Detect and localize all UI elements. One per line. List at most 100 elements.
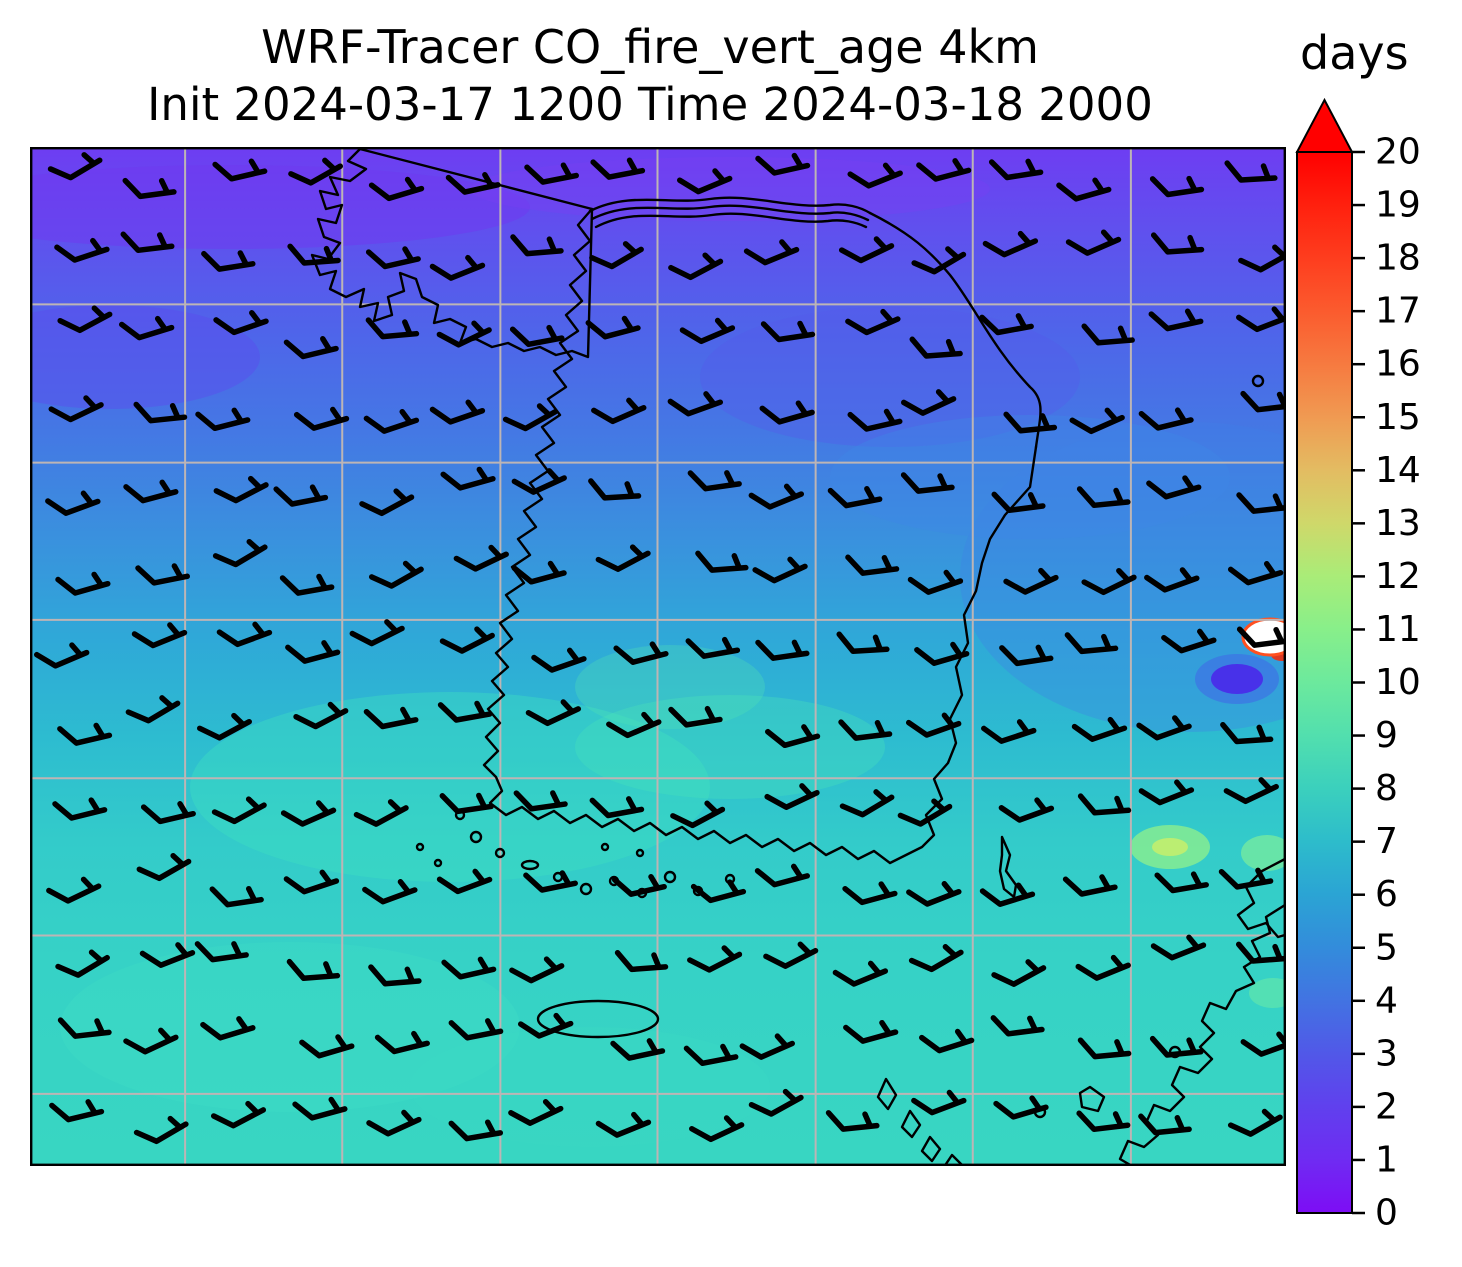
- wind-barb: [283, 336, 339, 360]
- colorbar-tick-label: 15: [1375, 397, 1421, 438]
- wind-barb: [139, 942, 196, 968]
- wind-barb: [919, 1028, 975, 1054]
- wind-barb: [140, 801, 196, 825]
- wind-barb: [906, 881, 962, 907]
- colorbar-tick-label: 17: [1375, 291, 1421, 332]
- wind-barb: [743, 239, 800, 266]
- wind-barb: [588, 478, 642, 501]
- wind-barb: [916, 158, 972, 182]
- wind-barb: [212, 538, 268, 568]
- wind-barb: [1138, 407, 1194, 431]
- colorbar-tick-label: 5: [1375, 927, 1398, 968]
- colorbar-tick-label: 4: [1375, 980, 1398, 1021]
- wind-barb: [1148, 308, 1204, 332]
- wind-barb: [1146, 475, 1202, 500]
- wind-barb: [1224, 160, 1278, 183]
- wind-barb: [897, 798, 953, 827]
- wind-barb: [847, 408, 903, 432]
- border-line: [868, 211, 1042, 449]
- wind-barb: [1065, 229, 1122, 256]
- wind-barb: [1075, 954, 1131, 981]
- wind-barb: [911, 1089, 967, 1116]
- wind-barb: [1138, 779, 1195, 806]
- wind-barb: [1236, 306, 1286, 333]
- wind-barb: [213, 310, 269, 336]
- wind-barb: [48, 395, 104, 423]
- colorbar-tick-label: 13: [1375, 503, 1421, 544]
- wind-barb: [763, 941, 819, 969]
- wind-barb: [990, 1015, 1045, 1037]
- wind-barb: [429, 254, 486, 281]
- wind-barb: [1003, 567, 1059, 595]
- wind-barb: [909, 336, 963, 359]
- colorbar-tick-label: 7: [1375, 821, 1398, 862]
- wind-barb: [502, 403, 558, 432]
- wind-barb: [1071, 716, 1128, 742]
- wind-barb: [133, 1115, 189, 1145]
- wind-barb: [194, 941, 249, 963]
- wind-barb: [436, 320, 492, 348]
- wind-barb: [509, 956, 565, 984]
- river-yalu-1: [588, 196, 872, 215]
- wind-barb: [668, 705, 723, 728]
- wind-barb: [610, 1038, 666, 1061]
- wind-barb: [900, 389, 957, 416]
- wind-barb: [1161, 628, 1217, 654]
- wind-barb: [1150, 934, 1207, 961]
- wind-barb: [368, 964, 422, 987]
- wind-barb: [998, 797, 1055, 823]
- colorbar-tick-label: 16: [1375, 344, 1421, 385]
- wind-barb: [368, 560, 424, 589]
- gridlines: [30, 147, 1286, 1166]
- wind-barb: [213, 475, 269, 504]
- wind-barb: [118, 315, 175, 341]
- wind-barb: [668, 252, 724, 281]
- wind-barb: [595, 1111, 652, 1138]
- wind-barb: [453, 544, 509, 572]
- wind-barb: [606, 711, 662, 739]
- wind-barb: [286, 958, 341, 982]
- wind-barb: [591, 397, 647, 425]
- tsushima-island: [998, 835, 1018, 899]
- wind-barb: [1218, 867, 1274, 890]
- wind-barb: [759, 400, 815, 425]
- colorbar-extend-arrow: [1295, 97, 1354, 153]
- page-title: WRF-Tracer CO_fire_vert_age 4km: [261, 20, 1039, 74]
- wind-barb: [429, 399, 486, 425]
- wind-barb: [1069, 407, 1125, 435]
- wind-barb: [1236, 626, 1286, 648]
- wind-barb: [847, 162, 903, 189]
- wind-barb: [440, 466, 496, 491]
- wind-barb: [836, 631, 890, 654]
- wind-barb: [1236, 492, 1286, 514]
- colorbar-tick-label: 3: [1375, 1033, 1398, 1074]
- wind-barb: [1003, 411, 1058, 434]
- wind-barb: [670, 800, 726, 829]
- wind-barb: [755, 639, 810, 661]
- wind-barb: [839, 789, 895, 818]
- wind-barb: [365, 317, 420, 340]
- wind-barb: [57, 305, 113, 334]
- wind-barb: [510, 234, 564, 257]
- wind-barb: [689, 1115, 745, 1143]
- colorbar-tick-label: 8: [1375, 768, 1398, 809]
- wind-barb: [752, 556, 808, 584]
- wind-barb: [508, 1099, 564, 1126]
- wind-barb: [441, 956, 497, 980]
- wind-barb: [211, 796, 267, 825]
- wind-barb: [279, 573, 335, 596]
- wind-barb: [509, 324, 565, 348]
- wind-barb: [210, 1100, 267, 1129]
- wind-barb: [993, 1095, 1049, 1120]
- wind-barb: [908, 944, 964, 973]
- wind-barb: [754, 863, 810, 888]
- wind-barb: [1220, 721, 1274, 745]
- colorbar-tick-label: 6: [1375, 874, 1398, 915]
- wind-barb: [999, 644, 1054, 667]
- wind-barb: [368, 176, 425, 202]
- wind-barb: [1138, 1113, 1192, 1136]
- wind-barb: [748, 1088, 804, 1117]
- wind-barb: [685, 636, 741, 659]
- wind-barb: [1077, 793, 1132, 816]
